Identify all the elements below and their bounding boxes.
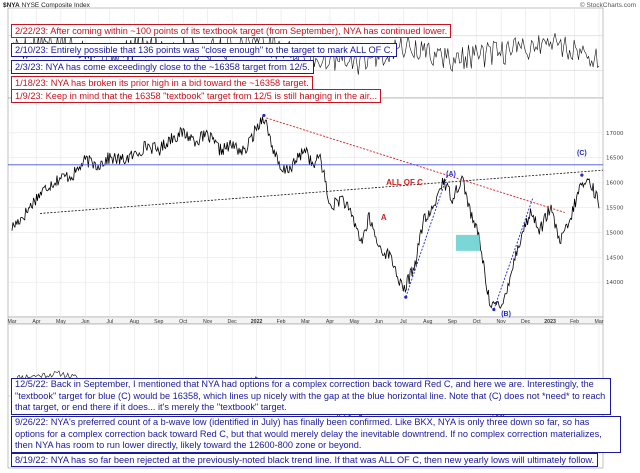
- y-tick-label: 17000: [606, 131, 624, 137]
- x-tick-label: Dec: [228, 319, 238, 325]
- x-tick-label: May: [56, 319, 66, 325]
- note-1-18-23: 1/18/23: NYA has broken its prior high i…: [11, 76, 313, 90]
- chart-header: $NYA NYSE Composite Index: [3, 2, 90, 9]
- wave-a-blue-label: (A): [446, 171, 456, 178]
- gap-highlight-box: [455, 234, 480, 251]
- black-trend-line: [39, 169, 604, 214]
- x-tick-label: Jul: [400, 319, 407, 325]
- x-tick-label: Feb: [570, 319, 579, 325]
- wave-c-blue-label: (C): [577, 150, 587, 157]
- wave-a-red-label: A: [381, 213, 387, 222]
- note-9-26-22: 9/26/22: NYA's preferred count of a b-wa…: [11, 416, 621, 453]
- pivot-marker: [492, 307, 496, 312]
- note-1-9-23: 1/9/23: Keep in mind that the 16358 "tex…: [11, 89, 381, 103]
- y-tick-label: 15000: [606, 230, 624, 236]
- x-tick-label: Oct: [179, 319, 188, 325]
- pivot-marker: [580, 173, 584, 177]
- y-tick-label: 15500: [606, 206, 624, 212]
- x-tick-label: 2023: [544, 319, 556, 325]
- x-tick-label: Feb: [277, 319, 286, 325]
- x-tick-label: Jul: [107, 319, 114, 325]
- index-name-label: NYSE Composite Index: [21, 2, 90, 9]
- y-tick-label: 14500: [606, 255, 624, 261]
- x-tick-label: May: [350, 319, 360, 325]
- x-tick-label: 2022: [251, 319, 263, 325]
- red-trend-line: [266, 117, 565, 213]
- y-tick-label: 16500: [606, 156, 624, 162]
- x-tick-label: Apr: [32, 319, 40, 325]
- x-tick-label: Apr: [326, 319, 334, 325]
- x-tick-label: Dec: [521, 319, 531, 325]
- x-tick-label: Aug: [423, 319, 432, 325]
- blue-wave-a-line: [405, 175, 448, 298]
- note-2-10-23: 2/10/23: Entirely possible that 136 poin…: [11, 43, 397, 57]
- note-8-19-22: 8/19/22: NYA has so far been rejected at…: [11, 453, 599, 467]
- price-series-line: [11, 116, 600, 310]
- x-tick-label: Jun: [81, 319, 89, 325]
- x-tick-label: Mar: [8, 319, 17, 325]
- pivot-marker: [404, 295, 408, 299]
- wave-b-blue-label: (B): [501, 311, 511, 318]
- x-tick-label: Mar: [595, 319, 604, 325]
- site-label: © StockCharts.com: [579, 2, 636, 9]
- x-tick-label: Nov: [203, 319, 213, 325]
- all-of-c-label: ALL OF C: [386, 178, 423, 187]
- x-tick-label: Jun: [375, 319, 383, 325]
- x-tick-label: Sep: [154, 319, 163, 325]
- note-2-22-23: 2/22/23: After coming within ~100 points…: [11, 24, 452, 38]
- y-tick-label: 16000: [606, 181, 624, 187]
- y-tick-label: 14000: [606, 280, 624, 286]
- symbol-label: $NYA: [3, 2, 20, 9]
- x-tick-label: Nov: [497, 319, 507, 325]
- x-tick-label: Sep: [448, 319, 457, 325]
- pivot-marker: [262, 113, 266, 118]
- x-tick-label: Oct: [473, 319, 482, 325]
- blue-wave-c-line: [493, 197, 534, 310]
- x-tick-label: Aug: [130, 319, 139, 325]
- note-12-5-22: 12/5/22: Back in September, I mentioned …: [11, 378, 611, 415]
- x-tick-label: Mar: [301, 319, 310, 325]
- note-2-3-23: 2/3/23: NYA has come exceedingly close t…: [11, 60, 314, 74]
